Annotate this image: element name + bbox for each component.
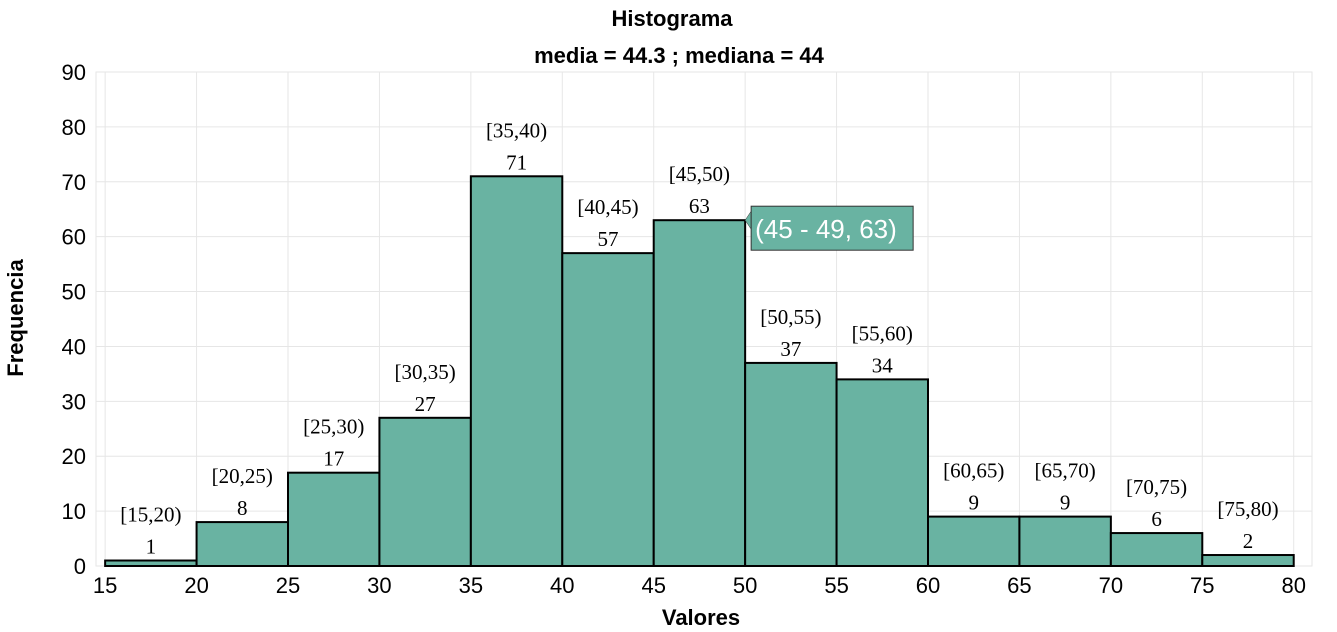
bar-count-label: 6 (1151, 507, 1162, 531)
histogram-bar (287, 471, 381, 568)
tooltip-text: (45 - 49, 63) (755, 214, 897, 244)
y-tick-label: 50 (62, 280, 86, 305)
bar-count-label: 8 (237, 496, 248, 520)
y-tick-label: 60 (62, 225, 86, 250)
x-tick-label: 80 (1281, 573, 1305, 598)
x-tick-label: 35 (459, 573, 483, 598)
x-tick-label: 50 (733, 573, 757, 598)
x-tick-label: 45 (641, 573, 665, 598)
bar-labels: 1 [15,20) 8 [20,25) 17 [25,30) 27 [30,35) 71 [35,… (120, 118, 1278, 558)
x-tick-label: 65 (1007, 573, 1031, 598)
histogram-bar (744, 361, 838, 567)
histogram-bar (469, 175, 564, 568)
y-tick-label: 30 (62, 389, 86, 414)
x-tick-label: 15 (93, 573, 117, 598)
bar-count-label: 1 (146, 535, 157, 559)
x-tick-label: 70 (1099, 573, 1123, 598)
y-tick-label: 70 (62, 170, 86, 195)
histogram-bar (104, 559, 198, 567)
x-tick-label: 20 (184, 573, 208, 598)
x-axis-title: Valores (662, 605, 740, 630)
bar-count-label: 34 (872, 353, 894, 377)
histogram-bar (835, 378, 929, 567)
bin-range-label: [20,25) (212, 464, 273, 488)
bar-count-label: 2 (1243, 529, 1254, 553)
bin-range-label: [45,50) (669, 162, 730, 186)
bin-range-label: [65,70) (1035, 459, 1096, 483)
bin-range-label: [15,20) (120, 503, 181, 527)
y-tick-label: 10 (62, 499, 86, 524)
bin-range-label: [60,65) (943, 459, 1004, 483)
bar-count-label: 57 (598, 227, 619, 251)
bin-range-label: [30,35) (395, 360, 456, 384)
bin-range-label: [50,55) (760, 305, 821, 329)
histogram-bar (378, 416, 472, 567)
bin-range-label: [35,40) (486, 118, 547, 142)
x-tick-label: 75 (1190, 573, 1214, 598)
y-tick-label: 90 (62, 60, 86, 85)
bars (104, 175, 1295, 568)
histogram-bar (195, 521, 289, 567)
x-tick-label: 25 (276, 573, 300, 598)
bar-count-label: 37 (780, 337, 801, 361)
y-axis-title: Frequencia (3, 259, 28, 377)
bin-range-label: [25,30) (303, 415, 364, 439)
chart-title: Histograma (611, 6, 733, 31)
bar-count-label: 9 (968, 491, 979, 515)
bin-range-label: [75,80) (1217, 497, 1278, 521)
y-tick-label: 40 (62, 334, 86, 359)
bar-count-label: 27 (415, 392, 436, 416)
histogram-bar (1018, 515, 1112, 567)
y-tick-label: 20 (62, 444, 86, 469)
bar-count-label: 17 (323, 447, 344, 471)
tooltip: (45 - 49, 63) (744, 205, 914, 251)
y-tick-label: 80 (62, 115, 86, 140)
bin-range-label: [70,75) (1126, 475, 1187, 499)
bar-count-label: 9 (1060, 491, 1071, 515)
histogram-bar (561, 252, 655, 567)
histogram-bar (927, 515, 1021, 567)
bar-count-label: 63 (689, 194, 710, 218)
histogram-bar (1109, 532, 1204, 567)
bin-range-label: [55,60) (852, 321, 913, 345)
x-tick-label: 55 (824, 573, 848, 598)
chart-subtitle: media = 44.3 ; mediana = 44 (534, 43, 825, 68)
grid (95, 71, 1313, 567)
bar-count-label: 71 (506, 150, 527, 174)
x-tick-label: 60 (916, 573, 940, 598)
tooltip-box (750, 205, 914, 251)
histogram-bar (652, 219, 747, 567)
bin-range-label: [40,45) (577, 195, 638, 219)
x-tick-label: 40 (550, 573, 574, 598)
y-tick-label: 0 (74, 554, 86, 579)
x-tick-label: 30 (367, 573, 391, 598)
histogram-bar (1201, 554, 1295, 567)
axis-ticks: 0 10 20 30 40 50 60 70 80 90 15 20 25 30 35 40 45 50 55 60 6… (62, 60, 1306, 598)
